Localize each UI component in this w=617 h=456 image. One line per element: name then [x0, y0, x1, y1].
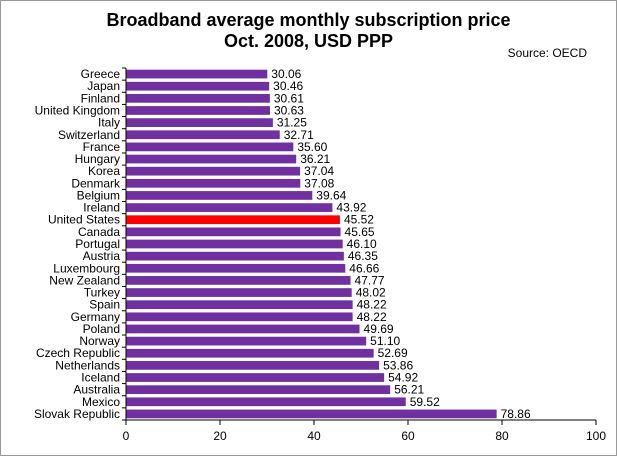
- data-label: 56.21: [394, 383, 424, 397]
- category-label: United Kingdom: [35, 103, 120, 117]
- data-label: 30.46: [273, 79, 303, 93]
- bar-norway: [126, 336, 367, 346]
- bar-united-states: [126, 215, 340, 225]
- category-label: Denmark: [71, 176, 121, 190]
- category-label: Luxembourg: [53, 261, 120, 275]
- data-label: 59.52: [410, 395, 440, 409]
- bar-denmark: [126, 178, 301, 188]
- category-label: Portugal: [75, 237, 120, 251]
- category-label: Belgium: [77, 188, 120, 202]
- bar-hungary: [126, 154, 297, 164]
- data-label: 48.22: [357, 310, 387, 324]
- category-label: Netherlands: [55, 358, 120, 372]
- data-label: 37.08: [304, 176, 334, 190]
- bar-germany: [126, 312, 353, 322]
- data-label: 31.25: [277, 116, 307, 130]
- bar-mexico: [126, 397, 406, 407]
- x-tick-label: 40: [307, 429, 321, 443]
- bar-ireland: [126, 203, 333, 212]
- category-label: Ireland: [83, 201, 120, 215]
- data-label: 32.71: [284, 128, 314, 142]
- data-label: 52.69: [378, 346, 408, 360]
- data-label: 51.10: [370, 334, 400, 348]
- source-note: Source: OECD: [507, 46, 587, 60]
- category-label: Poland: [83, 322, 120, 336]
- data-label: 30.61: [274, 91, 304, 105]
- x-tick-label: 100: [586, 429, 606, 443]
- bar-slovak-republic: [126, 409, 497, 419]
- category-label: Turkey: [84, 286, 120, 300]
- data-label: 46.10: [347, 237, 377, 251]
- bar-finland: [126, 93, 270, 103]
- data-label: 36.21: [300, 152, 330, 166]
- data-label: 30.06: [271, 67, 301, 81]
- bar-canada: [126, 227, 341, 237]
- bar-netherlands: [126, 361, 380, 370]
- category-label: Australia: [73, 383, 120, 397]
- category-label: Slovak Republic: [34, 407, 120, 421]
- data-label: 45.52: [344, 213, 374, 227]
- category-label: Iceland: [81, 371, 120, 385]
- bar-poland: [126, 324, 360, 334]
- category-label: Hungary: [75, 152, 120, 166]
- category-label: Norway: [79, 334, 120, 348]
- data-label: 46.66: [349, 261, 379, 275]
- category-label: Korea: [88, 164, 120, 178]
- bar-turkey: [126, 288, 352, 297]
- data-label: 43.92: [336, 201, 366, 215]
- data-label: 37.04: [304, 164, 334, 178]
- bar-greece: [126, 69, 268, 79]
- data-label: 53.86: [383, 358, 413, 372]
- bar-new-zealand: [126, 276, 351, 285]
- x-tick-label: 60: [401, 429, 415, 443]
- bar-iceland: [126, 373, 385, 382]
- x-tick-label: 20: [213, 429, 227, 443]
- category-label: Switzerland: [58, 128, 120, 142]
- data-label: 35.60: [297, 140, 327, 154]
- data-label: 48.02: [356, 286, 386, 300]
- bar-spain: [126, 300, 353, 310]
- data-label: 45.65: [345, 225, 375, 239]
- data-label: 30.63: [274, 103, 304, 117]
- category-label: France: [83, 140, 121, 154]
- chart-title-line-2: Oct. 2008, USD PPP: [223, 31, 394, 51]
- bar-italy: [126, 118, 273, 127]
- bar-japan: [126, 81, 270, 91]
- chart-title: Broadband average monthly subscription p…: [0, 10, 617, 52]
- category-label: Spain: [89, 298, 120, 312]
- bar-portugal: [126, 239, 343, 249]
- bar-czech-republic: [126, 348, 374, 358]
- bar-australia: [126, 385, 391, 395]
- category-label: Czech Republic: [36, 346, 120, 360]
- data-label: 48.22: [357, 298, 387, 312]
- bar-luxembourg: [126, 263, 346, 273]
- category-label: New Zealand: [49, 273, 120, 287]
- category-label: Finland: [81, 91, 120, 105]
- data-label: 47.77: [355, 273, 385, 287]
- data-label: 49.69: [364, 322, 394, 336]
- chart-title-line-1: Broadband average monthly subscription p…: [106, 10, 511, 30]
- category-label: Austria: [83, 249, 121, 263]
- category-label: Italy: [98, 116, 120, 130]
- data-label: 46.35: [348, 249, 378, 263]
- x-tick-label: 0: [123, 429, 130, 443]
- category-label: Japan: [87, 79, 120, 93]
- x-tick-label: 80: [495, 429, 509, 443]
- bar-switzerland: [126, 130, 280, 140]
- bar-korea: [126, 166, 301, 176]
- bar-austria: [126, 251, 344, 261]
- bar-belgium: [126, 191, 313, 200]
- category-label: Canada: [78, 225, 120, 239]
- data-label: 78.86: [501, 407, 531, 421]
- category-label: Germany: [71, 310, 120, 324]
- category-label: Mexico: [82, 395, 120, 409]
- category-label: United States: [48, 213, 120, 227]
- data-label: 39.64: [316, 188, 346, 202]
- data-label: 54.92: [388, 371, 418, 385]
- bar-united-kingdom: [126, 106, 270, 115]
- category-label: Greece: [81, 67, 121, 81]
- bar-france: [126, 142, 294, 152]
